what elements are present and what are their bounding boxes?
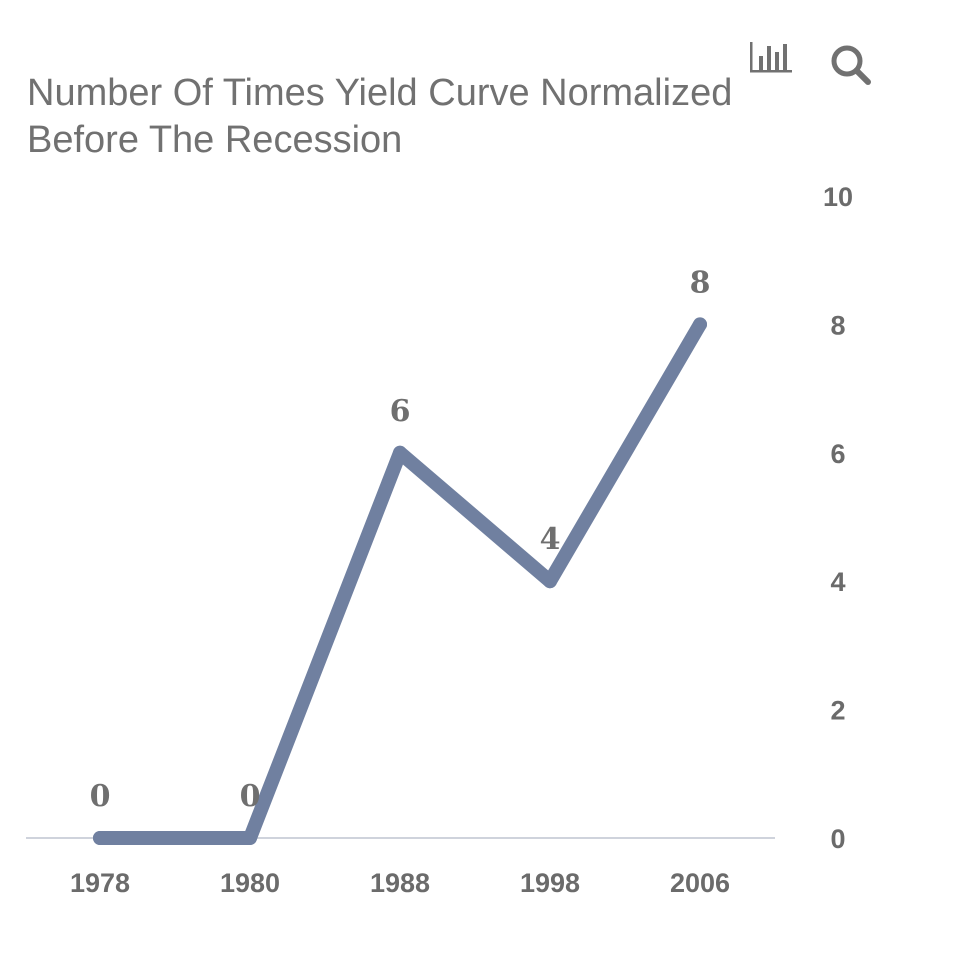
data-label: 0 — [240, 779, 261, 814]
x-tick-label: 1978 — [70, 868, 130, 898]
chart-title: Number Of Times Yield Curve Normalized B… — [27, 70, 827, 164]
data-point — [393, 445, 407, 460]
y-tick-label: 4 — [830, 567, 845, 597]
x-tick-label: 1998 — [520, 868, 580, 898]
data-label: 0 — [90, 779, 111, 814]
y-tick-label: 6 — [830, 439, 845, 469]
data-point — [693, 317, 707, 332]
data-label: 6 — [390, 394, 411, 429]
search-button[interactable] — [828, 42, 874, 86]
y-tick-label: 2 — [830, 696, 845, 726]
data-point — [543, 574, 557, 589]
data-label: 8 — [690, 265, 711, 300]
x-tick-label: 1980 — [220, 868, 280, 898]
bar-chart-button[interactable] — [748, 40, 794, 80]
y-tick-label: 0 — [830, 824, 845, 854]
chart-title-line-2: Before The Recession — [27, 119, 403, 161]
data-label: 4 — [540, 522, 561, 557]
search-icon — [831, 45, 871, 85]
x-tick-label: 1988 — [370, 868, 430, 898]
bar-chart-icon — [750, 42, 792, 73]
y-tick-label: 8 — [830, 310, 845, 340]
data-point — [93, 831, 107, 845]
chart-title-line-1: Number Of Times Yield Curve Normalized — [27, 72, 733, 114]
data-point — [243, 831, 257, 845]
y-tick-label: 10 — [823, 182, 853, 212]
x-tick-label: 2006 — [670, 868, 730, 898]
